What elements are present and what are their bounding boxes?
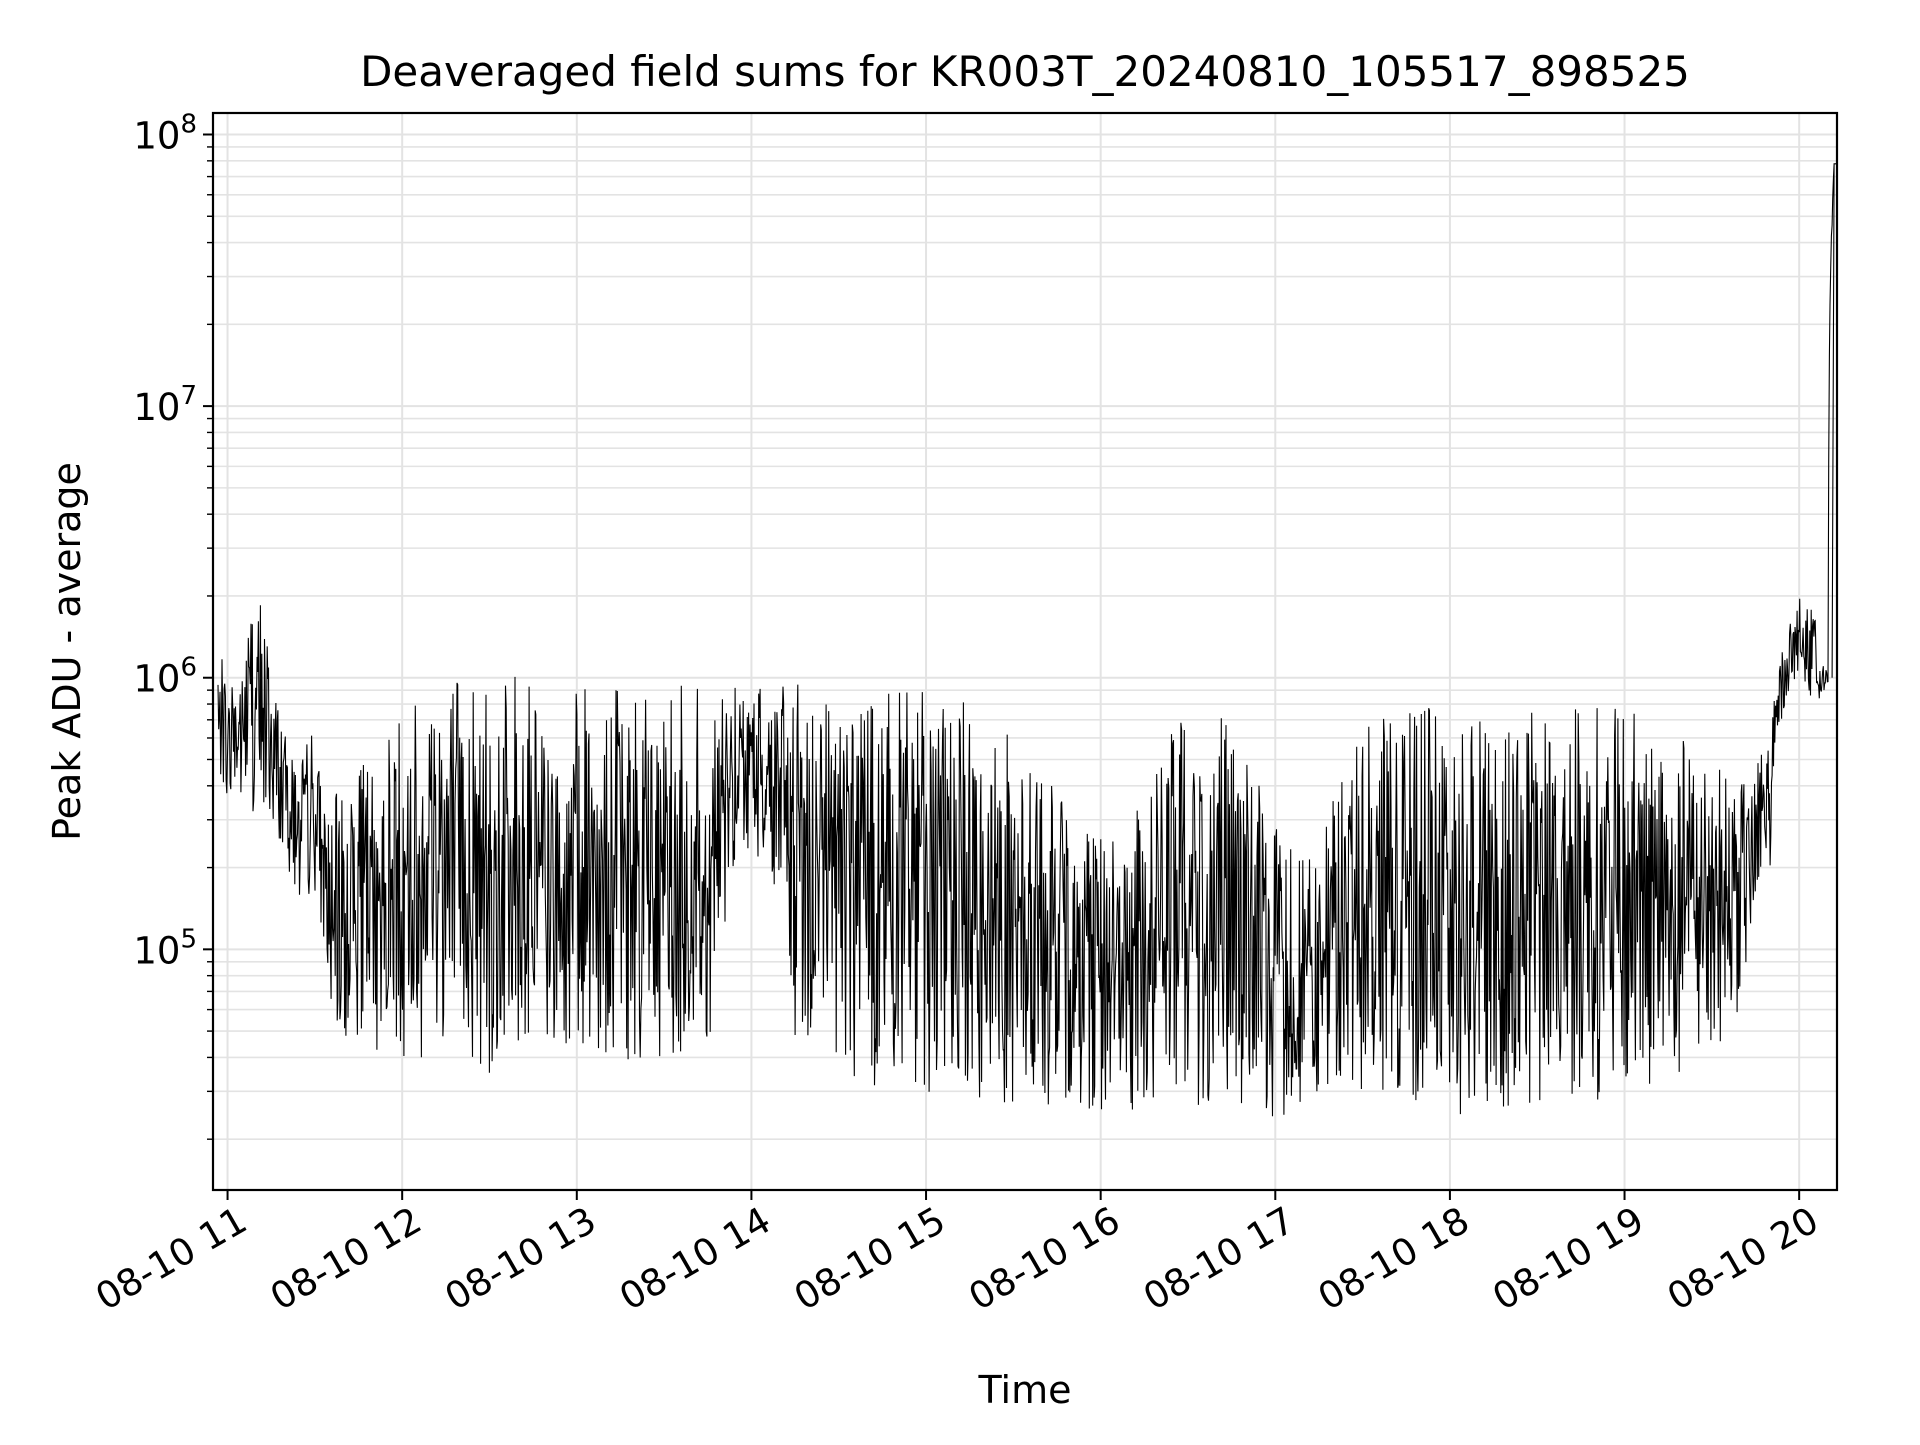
y-tick-label: 108 (133, 110, 197, 158)
y-tick-label: 105 (133, 924, 197, 972)
chart-title: Deaveraged field sums for KR003T_2024081… (360, 47, 1690, 96)
y-tick-label: 107 (133, 381, 197, 429)
series-line (217, 163, 1837, 1117)
y-axis-label: Peak ADU - average (45, 462, 89, 841)
plot-frame (211, 111, 1839, 1192)
series-layer (217, 163, 1837, 1117)
x-axis-label: Time (978, 1368, 1072, 1412)
y-tick-label: 106 (133, 653, 197, 701)
